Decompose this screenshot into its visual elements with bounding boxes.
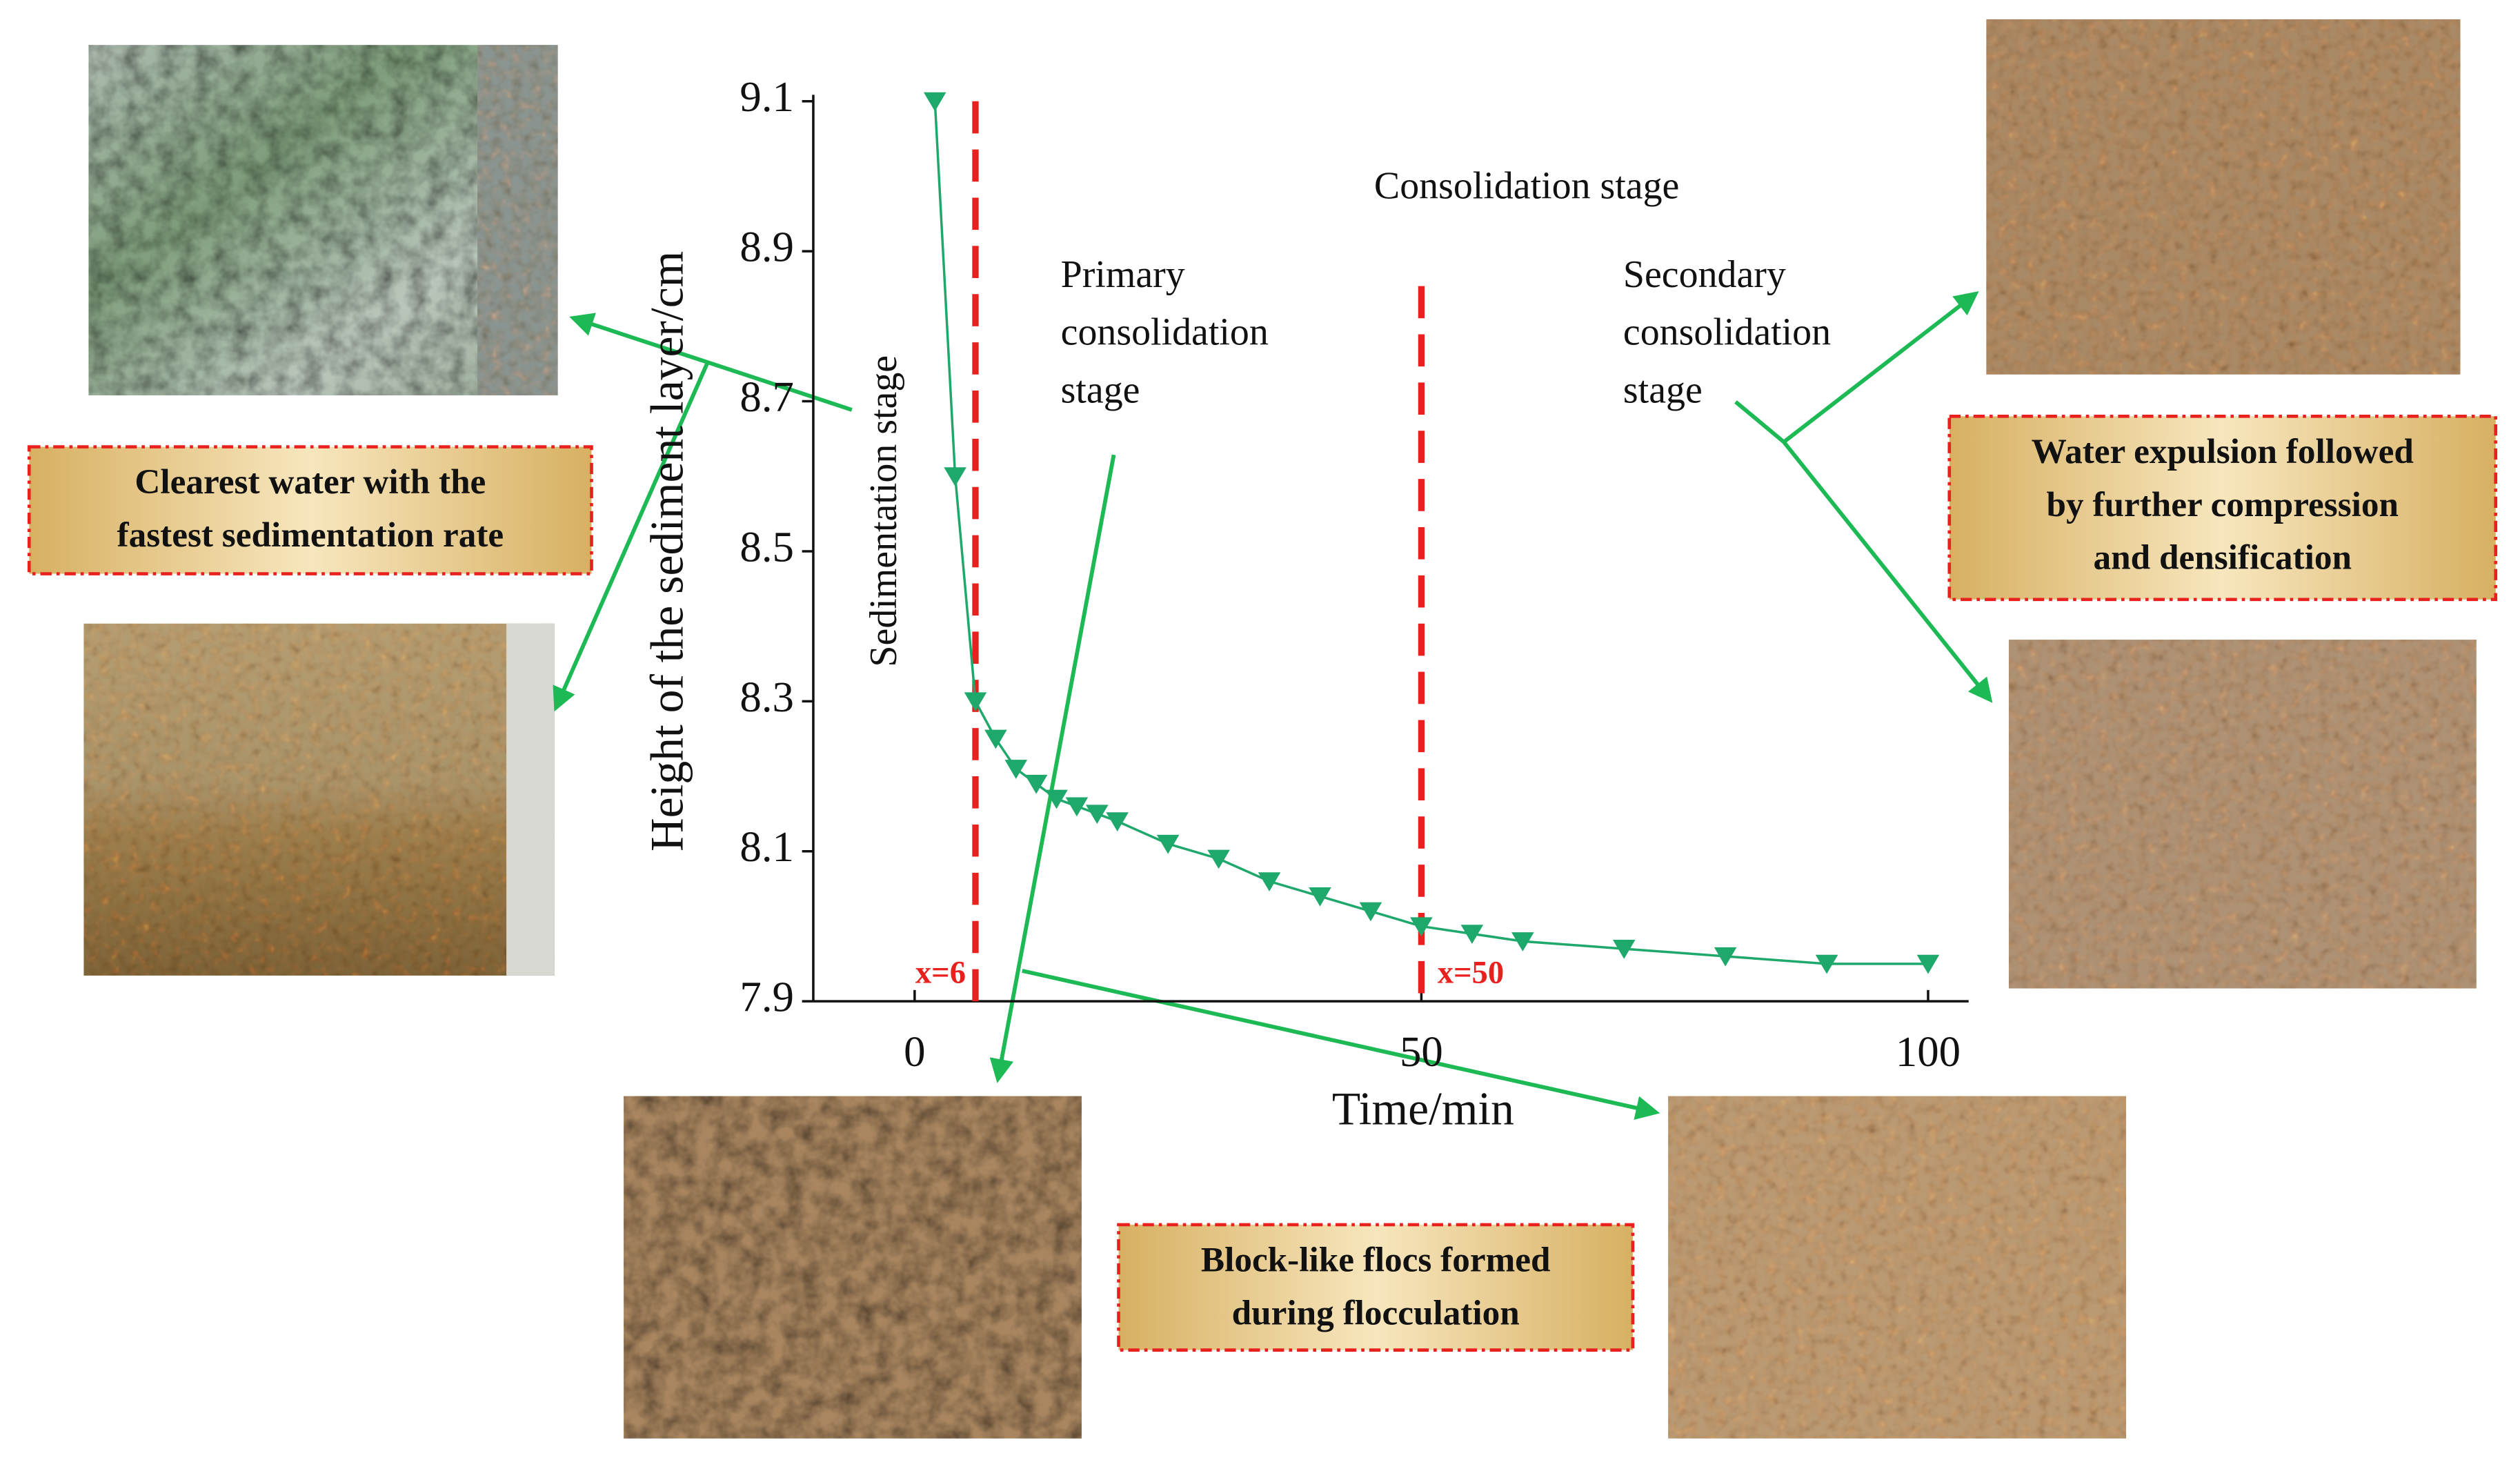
callout-box	[27, 445, 593, 575]
photo	[2008, 640, 2477, 989]
callout-text: Block-like flocs formed	[1201, 1241, 1551, 1280]
photo	[1986, 19, 2461, 375]
x-tick-label: 100	[1896, 1027, 1961, 1076]
data-point	[944, 467, 966, 486]
arrow	[553, 362, 709, 712]
photo	[1668, 1096, 2127, 1439]
arrow	[1782, 440, 1993, 703]
data-point	[964, 692, 987, 712]
stage-label: consolidation	[1061, 311, 1269, 354]
x-tick-label: 50	[1400, 1027, 1443, 1076]
photo	[83, 623, 555, 976]
data-point	[1207, 849, 1230, 869]
stage-label: stage	[1623, 369, 1703, 412]
y-tick-label: 8.1	[740, 822, 794, 871]
data-point	[1045, 789, 1068, 809]
data-point	[1359, 902, 1382, 922]
stage-label: Secondary	[1623, 253, 1786, 296]
data-point	[1106, 812, 1129, 831]
callout-box	[1947, 414, 2498, 602]
data-point	[1460, 925, 1484, 945]
x-tick-label: 0	[904, 1027, 925, 1076]
data-point	[1916, 954, 1940, 974]
arrow	[1022, 969, 1660, 1120]
photo	[624, 1096, 1082, 1439]
data-point	[1004, 760, 1028, 779]
data-point	[923, 92, 946, 112]
callout-text: fastest sedimentation rate	[117, 515, 504, 555]
arrows	[553, 290, 1993, 1120]
data-point	[1065, 797, 1089, 817]
callout-text: Clearest water with the	[135, 462, 486, 502]
x-axis-title: Time/min	[1332, 1083, 1514, 1135]
data-point	[984, 729, 1007, 749]
y-tick-label: 8.3	[740, 673, 794, 721]
callout-text: Water expulsion followed	[2032, 432, 2414, 471]
arrow	[569, 313, 853, 412]
callout-box	[1117, 1223, 1635, 1352]
y-axis-title: Height of the sediment layer/cm	[641, 251, 693, 851]
stage-label: stage	[1061, 369, 1140, 412]
data-line	[933, 101, 1928, 965]
data-point	[1410, 917, 1433, 937]
data-point	[1815, 954, 1838, 974]
arrow	[989, 454, 1116, 1083]
data-point	[1714, 947, 1737, 967]
photo-edge	[477, 45, 558, 396]
y-tick-label: 8.7	[740, 373, 794, 421]
callout-text: by further compression	[2047, 485, 2399, 524]
photo-edge	[506, 623, 555, 976]
data-point	[1511, 932, 1534, 952]
stage-label: consolidation	[1623, 311, 1831, 354]
data-point	[1024, 774, 1048, 794]
callout-text: during flocculation	[1232, 1293, 1520, 1332]
y-tick-label: 8.5	[740, 522, 794, 571]
stage-label: Consolidation stage	[1374, 165, 1679, 208]
stage-label: Sedimentation stage	[862, 355, 905, 667]
stage-label: Primary	[1061, 253, 1185, 296]
data-point	[1612, 940, 1636, 959]
stage-divider-label: x=6	[915, 955, 966, 991]
data-point	[1156, 834, 1180, 854]
data-point	[1258, 872, 1281, 891]
y-tick-label: 8.9	[740, 223, 794, 271]
data-point	[1085, 805, 1109, 825]
y-tick-label: 9.1	[740, 72, 794, 121]
callout-text: and densification	[2094, 538, 2352, 578]
arrow	[1734, 400, 1785, 444]
y-tick-label: 7.9	[740, 973, 794, 1021]
arrow	[1783, 290, 1979, 444]
stage-divider-label: x=50	[1438, 955, 1504, 991]
data-point	[1309, 887, 1331, 907]
